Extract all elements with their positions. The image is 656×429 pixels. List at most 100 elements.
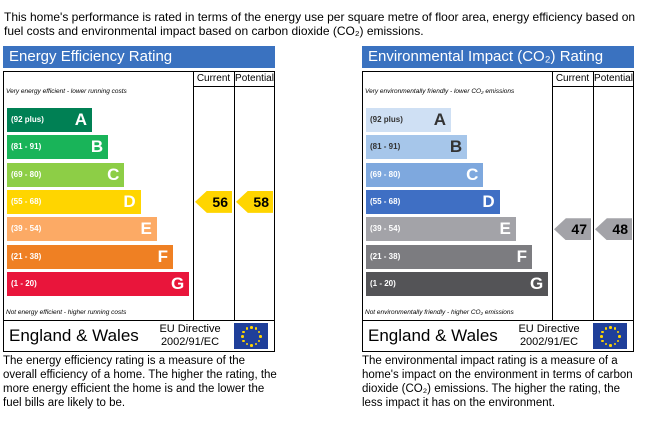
flag-star [242, 339, 245, 342]
rating-band: (21 - 38) F [7, 244, 173, 269]
band-letter: E [140, 219, 152, 239]
flag-star [613, 327, 616, 330]
top-note: Very energy efficient - lower running co… [6, 88, 127, 95]
band-range: (21 - 38) [11, 251, 42, 261]
band-letter: D [482, 191, 495, 211]
header-rule [193, 86, 275, 87]
rating-arrow: 48 [595, 218, 632, 241]
rating-band: (21 - 38) F [366, 244, 532, 269]
footer-rule [362, 320, 634, 321]
band-range: (1 - 20) [11, 278, 37, 288]
band-range: (92 plus) [370, 115, 403, 124]
flag-star [242, 330, 245, 333]
col-header: Potential [235, 73, 274, 84]
bottom-note: Not energy efficient - higher running co… [6, 309, 127, 316]
band-letter: E [499, 219, 511, 239]
flag-star [254, 327, 257, 330]
band-range: (81 - 91) [11, 142, 42, 152]
flag-star [257, 330, 261, 333]
rating-arrow: 47 [554, 218, 591, 241]
band-range: (81 - 91) [370, 142, 401, 152]
flag-star [601, 330, 604, 333]
rating-band: (55 - 68) D [7, 189, 141, 214]
description: The environmental impact rating is a mea… [362, 355, 633, 409]
flag-star [257, 339, 261, 342]
region: England & Wales [368, 326, 498, 345]
rating-band: (92 plus) A [366, 108, 451, 132]
header-rule [552, 86, 634, 87]
band-letter: G [170, 273, 185, 293]
flag-star [609, 326, 612, 329]
flag-star [254, 342, 257, 346]
flag-star [613, 342, 616, 346]
col-header: Current [555, 73, 590, 84]
flag-star [618, 335, 621, 338]
col-divider [593, 71, 594, 320]
rating-arrow: 58 [236, 190, 273, 213]
band-letter: D [123, 191, 136, 211]
flag-star [616, 339, 620, 342]
rating-band: (69 - 80) C [366, 162, 484, 187]
band-letter: A [74, 110, 87, 129]
rating-band: (92 plus) A [7, 108, 92, 132]
flag-star [609, 344, 612, 347]
col-header: Current [196, 73, 231, 84]
band-range: (39 - 54) [11, 224, 42, 234]
flag-star [600, 335, 603, 338]
band-letter: F [157, 246, 168, 266]
panel-frame [3, 71, 275, 352]
directive: 2002/91/EC [160, 336, 220, 348]
directive: 2002/91/EC [519, 336, 579, 348]
flag-star [601, 339, 604, 342]
band-range: (21 - 38) [370, 251, 401, 261]
directive: EU Directive [159, 323, 221, 335]
band-range: (92 plus) [11, 115, 44, 124]
band-letter: C [466, 164, 479, 184]
region: England & Wales [9, 326, 139, 345]
flag-star [245, 327, 248, 330]
footer-rule [3, 320, 275, 321]
flag-star [245, 342, 248, 346]
rating-arrow: 56 [195, 190, 232, 213]
panel-title: Environmental Impact (CO₂) Rating [362, 46, 634, 68]
flag-star [241, 335, 244, 338]
eu-flag [234, 323, 268, 349]
bottom-note: Not environmentally friendly - higher CO… [365, 309, 514, 316]
band-letter: G [529, 273, 544, 293]
band-range: (55 - 68) [370, 196, 401, 206]
flag-star [250, 344, 253, 347]
flag-star [259, 335, 262, 338]
band-range: (69 - 80) [370, 169, 401, 179]
description: The energy efficiency rating is a measur… [3, 355, 277, 409]
rating-band: (55 - 68) D [366, 189, 500, 214]
intro: This home's performance is rated in term… [4, 10, 636, 38]
rating-band: (39 - 54) E [7, 217, 157, 242]
rating-band: (1 - 20) G [366, 271, 549, 296]
band-range: (1 - 20) [370, 278, 396, 288]
col-divider [193, 71, 194, 320]
rating-band: (81 - 91) B [7, 135, 109, 160]
band-range: (55 - 68) [11, 196, 42, 206]
flag-star [250, 326, 253, 329]
top-note: Very environmentally friendly - lower CO… [365, 88, 515, 95]
panel-title: Energy Efficiency Rating [3, 46, 275, 68]
eu-flag [593, 323, 627, 349]
col-divider [552, 71, 553, 320]
band-letter: B [449, 137, 463, 157]
band-range: (69 - 80) [11, 169, 42, 179]
flag-star [616, 330, 620, 333]
band-letter: F [516, 246, 527, 266]
rating-band: (81 - 91) B [366, 135, 468, 160]
band-letter: A [433, 110, 446, 129]
flag-star [604, 342, 607, 346]
rating-band: (1 - 20) G [7, 271, 190, 296]
panel-frame [362, 71, 634, 352]
col-header: Potential [594, 73, 633, 84]
band-letter: B [90, 137, 104, 157]
band-range: (39 - 54) [370, 224, 401, 234]
flag-star [604, 327, 607, 330]
directive: EU Directive [518, 323, 580, 335]
col-divider [234, 71, 235, 320]
rating-band: (69 - 80) C [7, 162, 125, 187]
